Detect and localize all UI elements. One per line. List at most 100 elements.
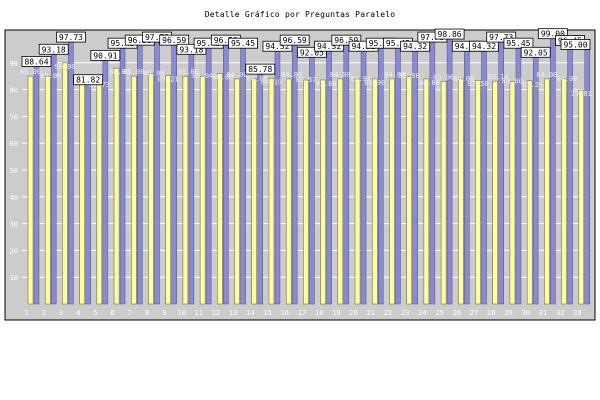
x-tick-label: 12 (212, 309, 220, 317)
data-label-box (434, 28, 465, 40)
data-label-series-2: 88.64 (24, 57, 48, 66)
data-label-box (21, 56, 52, 67)
bar-series-1 (458, 78, 464, 305)
bar-series-1 (285, 78, 292, 305)
data-label-series-2: 95.45 (231, 39, 255, 48)
bar-series-1 (217, 73, 223, 305)
bar-series-1 (561, 78, 567, 305)
bar-series-2 (274, 50, 281, 305)
data-label-box (176, 43, 207, 55)
data-label-box (296, 46, 327, 58)
data-label-series-2: 94.32 (403, 42, 427, 51)
bar-series-1 (337, 78, 344, 305)
bar-series-1 (234, 78, 240, 305)
data-label-series-1: 85.00 (399, 72, 420, 80)
bar-series-1 (406, 75, 412, 305)
data-label-series-2: 96.59 (128, 36, 152, 45)
x-tick-label: 10 (177, 309, 185, 317)
bar-series-2 (481, 50, 487, 305)
x-tick-label: 16 (281, 309, 289, 317)
data-label-series-1: 84.00 (557, 75, 578, 83)
bar-series-2 (360, 50, 367, 305)
x-tick-label: 27 (470, 309, 478, 317)
data-label-series-2: 93.18 (179, 45, 203, 54)
data-label-series-2: 94.32 (472, 42, 496, 51)
chart-title: Detalle Gráfico por Preguntas Paralelo (204, 10, 396, 19)
data-label-series-2: 85.78 (248, 65, 272, 74)
data-label-series-2: 96.59 (214, 36, 238, 45)
x-tick-label: 9 (162, 309, 166, 317)
data-label-box (314, 40, 345, 52)
data-label-series-2: 95.00 (563, 40, 587, 49)
data-label-series-2: 94.32 (265, 42, 289, 51)
x-tick-label: 26 (453, 309, 461, 317)
x-tick-label: 29 (504, 309, 512, 317)
data-label-box (159, 34, 190, 46)
data-label-series-1: 84.00 (281, 71, 302, 79)
bar-series-2 (119, 47, 126, 305)
data-label-box (560, 39, 591, 50)
bar-series-1 (578, 89, 585, 305)
x-tick-label: 33 (573, 309, 581, 317)
data-label-box (400, 40, 431, 52)
data-label-box (56, 31, 86, 43)
bar-series-1 (509, 81, 516, 305)
bar-series-1 (354, 78, 361, 305)
x-tick-label: 21 (367, 309, 375, 317)
x-tick-label: 17 (298, 309, 306, 317)
data-label-series-2: 95.45 (369, 39, 393, 48)
x-tick-label: 32 (556, 309, 564, 317)
data-label-series-2: 95.45 (386, 39, 410, 48)
bar-series-2 (584, 49, 591, 305)
bar-series-1 (165, 75, 171, 305)
bar-series-1 (79, 84, 85, 305)
bar-series-2 (85, 84, 91, 305)
y-tick-label: 10 (10, 274, 18, 282)
data-label-series-1: 86.00 (143, 70, 164, 78)
data-label-series-1: 84.00 (453, 75, 474, 83)
data-label-series-1: 85.00 (178, 68, 199, 76)
x-tick-label: 31 (539, 309, 547, 317)
x-tick-label: 20 (349, 309, 357, 317)
data-label-series-1: 83.29 (522, 81, 543, 89)
data-label-series-1: 85.04 (192, 72, 213, 80)
data-label-series-1: 84.00 (227, 71, 248, 79)
data-label-series-2: 96.59 (162, 36, 186, 45)
x-tick-label: 14 (246, 309, 254, 317)
x-tick-label: 23 (401, 309, 409, 317)
bar-series-2 (137, 44, 143, 305)
x-tick-label: 5 (93, 309, 97, 317)
x-tick-label: 1 (24, 309, 28, 317)
bar-series-1 (182, 75, 189, 305)
data-label-box (90, 49, 121, 61)
bar-series-2 (412, 50, 418, 305)
data-label-box (228, 37, 258, 49)
data-label-series-1: 85.21 (158, 76, 179, 84)
x-tick-label: 18 (315, 309, 323, 317)
bar-series-1 (303, 79, 309, 305)
data-label-series-1: 83.60 (316, 80, 337, 88)
data-label-box (537, 28, 568, 40)
data-label-series-2: 96.59 (334, 36, 358, 45)
data-label-series-1: 85.00 (20, 68, 41, 76)
data-label-box (520, 46, 551, 58)
bar-series-2 (171, 44, 177, 305)
bar-series-2 (464, 50, 470, 305)
data-label-box (503, 37, 534, 49)
data-label-series-1: 84.00 (536, 71, 557, 79)
bar-series-2 (326, 50, 332, 305)
data-label-series-1: 83.97 (350, 75, 371, 83)
bar-series-2 (240, 47, 246, 305)
x-tick-label: 3 (59, 309, 63, 317)
data-label-series-1: 84.00 (247, 75, 268, 83)
x-tick-label: 24 (418, 309, 426, 317)
bar-series-1 (113, 67, 120, 305)
data-label-series-2: 95.45 (111, 39, 135, 48)
data-label-series-1: 86.00 (212, 74, 233, 82)
data-label-series-2: 94.32 (351, 42, 375, 51)
bar-series-1 (62, 62, 68, 305)
data-label-series-2: 92.05 (300, 48, 324, 57)
x-tick-label: 15 (263, 309, 271, 317)
data-label-series-2: 92.05 (524, 48, 548, 57)
